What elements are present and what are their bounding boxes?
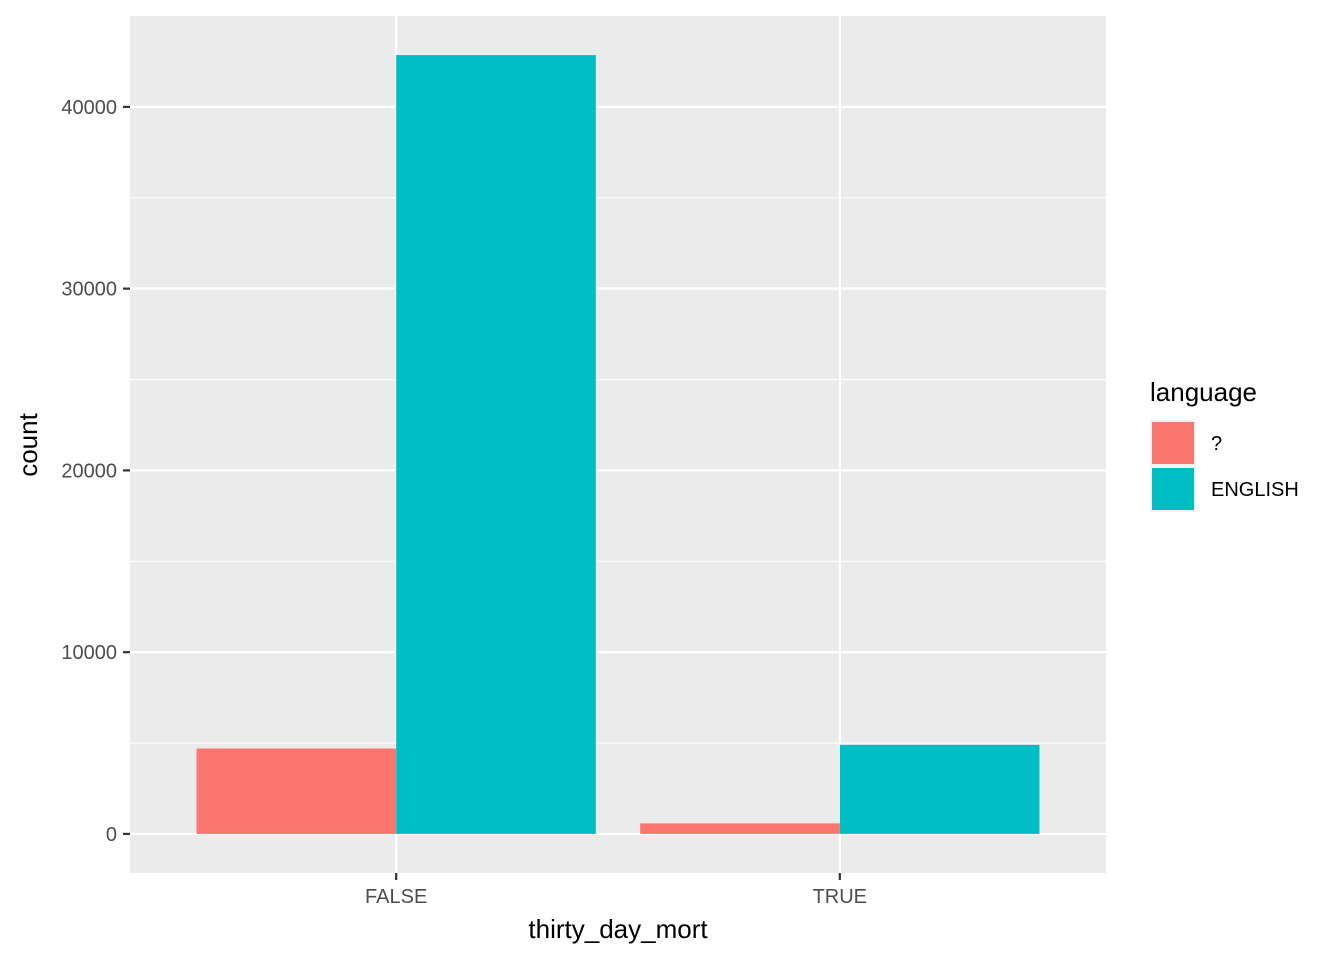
y-tick-label: 10000 [61, 642, 117, 664]
y-axis-title: count [13, 412, 43, 476]
bar-true-english [839, 744, 1040, 834]
y-tick-label: 20000 [61, 460, 117, 482]
legend-label: ENGLISH [1211, 479, 1299, 501]
y-tick-label: 0 [106, 824, 117, 846]
y-tick-label: 40000 [61, 97, 117, 119]
x-tick-label: FALSE [365, 886, 427, 908]
x-tick-label: TRUE [813, 886, 867, 908]
bars [196, 55, 1040, 834]
legend-swatch [1152, 422, 1194, 464]
bar-true-q [640, 823, 840, 834]
legend-label: ? [1211, 433, 1222, 455]
bar-false-q [196, 748, 397, 834]
minor-gridlines [130, 197, 1106, 744]
bar-false-english [396, 55, 596, 834]
plot-panel [130, 16, 1106, 873]
legend-items: ? ENGLISH [1150, 420, 1299, 512]
legend-swatch [1152, 468, 1194, 510]
y-tick-label: 30000 [61, 279, 117, 301]
x-axis: FALSE TRUE [365, 873, 867, 908]
legend: language ? ENGLISH [1150, 377, 1299, 512]
legend-title: language [1150, 377, 1257, 407]
x-axis-title: thirty_day_mort [528, 914, 708, 944]
y-axis: 0 10000 20000 30000 40000 [61, 97, 130, 846]
